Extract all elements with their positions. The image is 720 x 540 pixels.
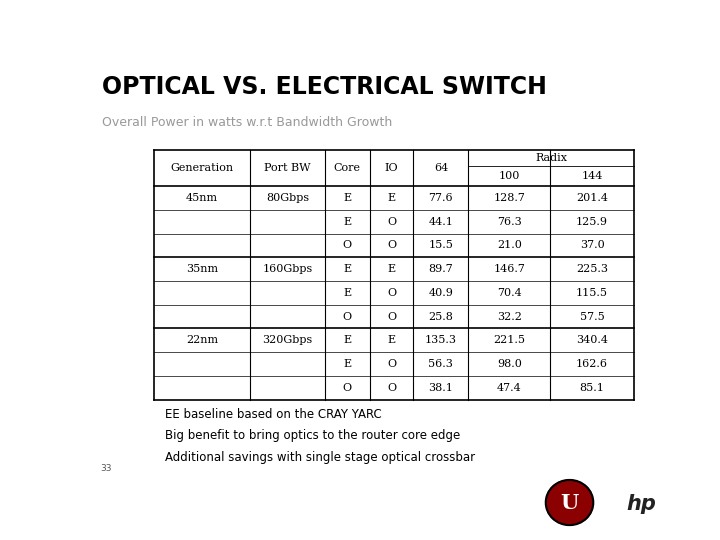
Text: 64: 64 [433, 163, 448, 173]
Text: O: O [387, 240, 396, 251]
Text: O: O [387, 312, 396, 321]
Text: 144: 144 [581, 171, 603, 181]
Text: 25.8: 25.8 [428, 312, 454, 321]
Text: 15.5: 15.5 [428, 240, 454, 251]
Text: 70.4: 70.4 [497, 288, 522, 298]
Text: 89.7: 89.7 [428, 264, 454, 274]
Text: E: E [343, 193, 351, 203]
Text: 160Gbps: 160Gbps [262, 264, 312, 274]
Text: 125.9: 125.9 [576, 217, 608, 227]
Circle shape [546, 480, 593, 525]
Text: 115.5: 115.5 [576, 288, 608, 298]
Text: 100: 100 [498, 171, 520, 181]
Text: 38.1: 38.1 [428, 383, 454, 393]
Text: E: E [343, 217, 351, 227]
Text: Core: Core [334, 163, 361, 173]
Text: O: O [343, 312, 352, 321]
Text: EE baseline based on the CRAY YARC: EE baseline based on the CRAY YARC [166, 408, 382, 421]
Text: E: E [343, 288, 351, 298]
Circle shape [611, 480, 670, 527]
Text: 340.4: 340.4 [576, 335, 608, 345]
Text: E: E [343, 335, 351, 345]
Text: 22nm: 22nm [186, 335, 218, 345]
Text: 146.7: 146.7 [493, 264, 525, 274]
Text: E: E [387, 335, 396, 345]
Text: U: U [560, 492, 579, 512]
Text: 47.4: 47.4 [497, 383, 522, 393]
Text: 80Gbps: 80Gbps [266, 193, 309, 203]
Text: 76.3: 76.3 [497, 217, 522, 227]
Bar [154, 150, 634, 400]
Text: Big benefit to bring optics to the router core edge: Big benefit to bring optics to the route… [166, 429, 461, 442]
Text: O: O [387, 383, 396, 393]
Text: 35nm: 35nm [186, 264, 218, 274]
Text: 21.0: 21.0 [497, 240, 522, 251]
Text: 57.5: 57.5 [580, 312, 604, 321]
Text: 162.6: 162.6 [576, 359, 608, 369]
Text: 221.5: 221.5 [493, 335, 526, 345]
Text: Generation: Generation [171, 163, 234, 173]
Text: 225.3: 225.3 [576, 264, 608, 274]
Text: 320Gbps: 320Gbps [262, 335, 312, 345]
Text: O: O [343, 383, 352, 393]
Text: E: E [387, 193, 396, 203]
Text: Additional savings with single stage optical crossbar: Additional savings with single stage opt… [166, 451, 475, 464]
Text: OPTICAL VS. ELECTRICAL SWITCH: OPTICAL VS. ELECTRICAL SWITCH [102, 75, 547, 99]
Text: 40.9: 40.9 [428, 288, 454, 298]
Text: Overall Power in watts w.r.t Bandwidth Growth: Overall Power in watts w.r.t Bandwidth G… [102, 116, 392, 129]
Text: 44.1: 44.1 [428, 217, 454, 227]
Text: 135.3: 135.3 [425, 335, 457, 345]
Text: 33: 33 [100, 464, 112, 473]
Text: O: O [387, 288, 396, 298]
Text: Port BW: Port BW [264, 163, 310, 173]
Text: Radix: Radix [535, 153, 567, 163]
Text: hp: hp [626, 494, 656, 514]
Text: 98.0: 98.0 [497, 359, 522, 369]
Text: 128.7: 128.7 [493, 193, 525, 203]
Text: 77.6: 77.6 [428, 193, 453, 203]
Text: 85.1: 85.1 [580, 383, 605, 393]
Text: 56.3: 56.3 [428, 359, 454, 369]
Text: IO: IO [385, 163, 399, 173]
Text: O: O [387, 217, 396, 227]
Text: O: O [343, 240, 352, 251]
Text: 45nm: 45nm [186, 193, 218, 203]
Text: O: O [387, 359, 396, 369]
Text: E: E [387, 264, 396, 274]
Text: 37.0: 37.0 [580, 240, 604, 251]
Text: 32.2: 32.2 [497, 312, 522, 321]
Text: E: E [343, 264, 351, 274]
Text: E: E [343, 359, 351, 369]
Text: 201.4: 201.4 [576, 193, 608, 203]
